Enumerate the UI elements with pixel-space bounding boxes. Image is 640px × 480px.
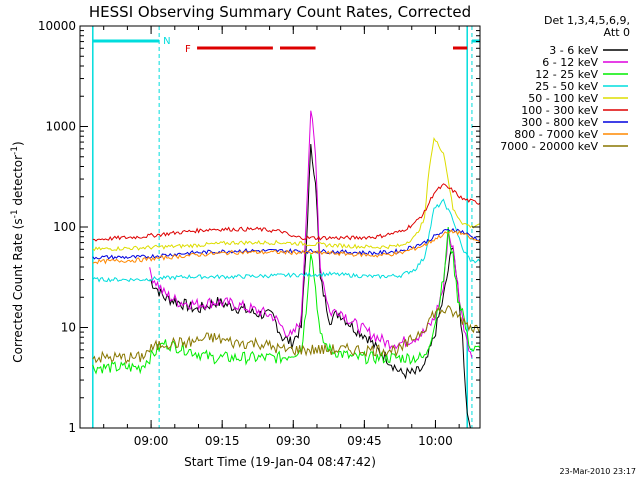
axes: 1 10 100 1000 10000 09:00 09:15 09:30 09:45 10:00 [38, 19, 481, 448]
footer-timestamp: 23-Mar-2010 23:17 [560, 467, 637, 476]
series-line-8 [92, 305, 480, 365]
y-axis-label-sup1: -1 [10, 209, 20, 218]
y-axis-label-sup2: -1 [10, 146, 20, 155]
x-tick-label: 09:00 [134, 434, 169, 448]
series-line-3 [92, 198, 480, 283]
y-tick-label: 10000 [38, 19, 76, 33]
legend-label: 12 - 25 keV [535, 68, 598, 81]
series-line-1 [149, 110, 473, 358]
legend-label: 7000 - 20000 keV [500, 140, 598, 153]
series-line-0 [149, 143, 472, 428]
legend-label: 25 - 50 keV [535, 80, 598, 93]
flare-marker: F [185, 44, 191, 55]
y-tick-label: 1000 [45, 120, 76, 134]
y-axis-label-main: Corrected Count Rate (s [11, 218, 25, 362]
legend-header-1: Det 1,3,4,5,6,9, [544, 14, 630, 27]
y-axis-label: Corrected Count Rate (s-1 detector-1) [10, 141, 25, 362]
plot-area: NF [92, 26, 480, 428]
legend-label: 3 - 6 keV [549, 44, 598, 57]
x-tick-label: 10:00 [418, 434, 453, 448]
legend-label: 300 - 800 keV [521, 116, 598, 129]
x-tick-label: 09:15 [205, 434, 240, 448]
legend-label: 100 - 300 keV [521, 104, 598, 117]
x-tick-label: 09:30 [276, 434, 311, 448]
series-line-7 [92, 229, 480, 265]
legend-header-2: Att 0 [604, 26, 630, 39]
night-marker: N [163, 36, 170, 47]
y-tick-label: 100 [53, 220, 76, 234]
y-tick-label: 10 [61, 321, 76, 335]
y-axis-label-mid: detector [11, 155, 25, 210]
legend-label: 6 - 12 keV [542, 56, 598, 69]
x-axis-label: Start Time (19-Jan-04 08:47:42) [184, 455, 376, 469]
series-line-5 [92, 183, 480, 242]
y-tick-label: 1 [68, 421, 76, 435]
chart-title: HESSI Observing Summary Count Rates, Cor… [89, 3, 471, 21]
y-axis-label-end: ) [11, 141, 25, 146]
svg-text:Corrected Count Rate (s-1 dete: Corrected Count Rate (s-1 detector-1) [10, 141, 25, 362]
x-tick-label: 09:45 [347, 434, 382, 448]
legend-label: 800 - 7000 keV [514, 128, 598, 141]
legend-label: 50 - 100 keV [528, 92, 598, 105]
